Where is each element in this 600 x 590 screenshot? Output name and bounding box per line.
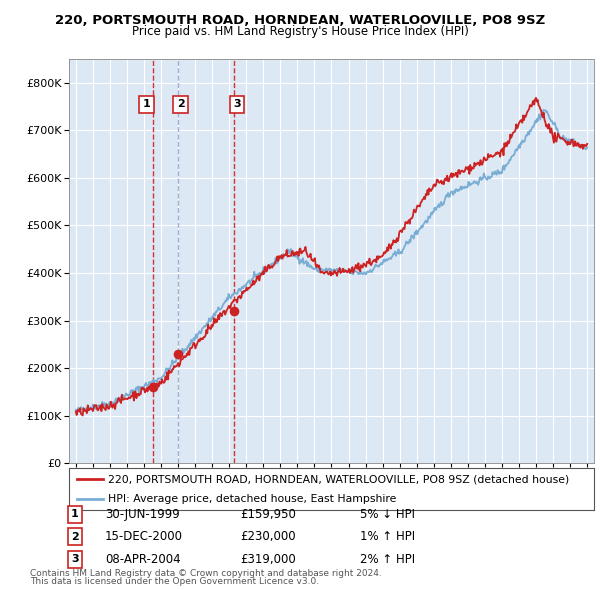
Text: 220, PORTSMOUTH ROAD, HORNDEAN, WATERLOOVILLE, PO8 9SZ (detached house): 220, PORTSMOUTH ROAD, HORNDEAN, WATERLOO… xyxy=(109,474,569,484)
Text: 3: 3 xyxy=(233,99,241,109)
Text: This data is licensed under the Open Government Licence v3.0.: This data is licensed under the Open Gov… xyxy=(30,578,319,586)
Text: £230,000: £230,000 xyxy=(240,530,296,543)
Text: 2: 2 xyxy=(71,532,79,542)
Text: 08-APR-2004: 08-APR-2004 xyxy=(105,553,181,566)
Text: 5% ↓ HPI: 5% ↓ HPI xyxy=(360,508,415,521)
Text: 1: 1 xyxy=(143,99,151,109)
Text: 3: 3 xyxy=(71,555,79,564)
Text: 1: 1 xyxy=(71,510,79,519)
Text: Price paid vs. HM Land Registry's House Price Index (HPI): Price paid vs. HM Land Registry's House … xyxy=(131,25,469,38)
Text: 1% ↑ HPI: 1% ↑ HPI xyxy=(360,530,415,543)
Text: 2% ↑ HPI: 2% ↑ HPI xyxy=(360,553,415,566)
Text: £159,950: £159,950 xyxy=(240,508,296,521)
Text: 30-JUN-1999: 30-JUN-1999 xyxy=(105,508,180,521)
Text: 220, PORTSMOUTH ROAD, HORNDEAN, WATERLOOVILLE, PO8 9SZ: 220, PORTSMOUTH ROAD, HORNDEAN, WATERLOO… xyxy=(55,14,545,27)
Text: HPI: Average price, detached house, East Hampshire: HPI: Average price, detached house, East… xyxy=(109,494,397,504)
Text: 2: 2 xyxy=(177,99,185,109)
Text: 15-DEC-2000: 15-DEC-2000 xyxy=(105,530,183,543)
Text: £319,000: £319,000 xyxy=(240,553,296,566)
Text: Contains HM Land Registry data © Crown copyright and database right 2024.: Contains HM Land Registry data © Crown c… xyxy=(30,569,382,578)
